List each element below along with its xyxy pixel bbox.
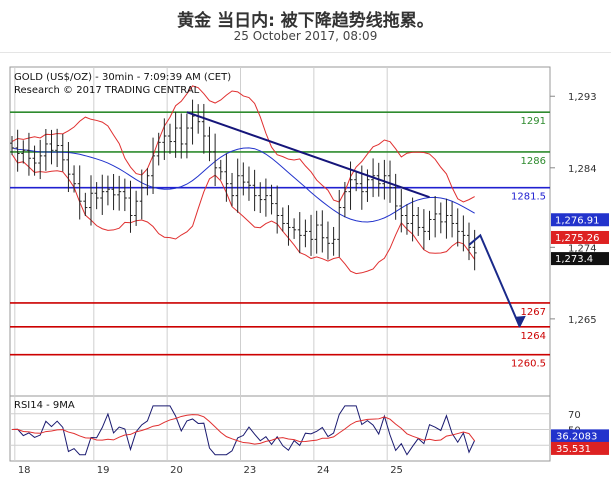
rsi-tag-label: 35.531: [556, 444, 591, 455]
forecast-path: [468, 233, 521, 328]
level-label: 1281.5: [511, 192, 546, 203]
rsi-line: [11, 405, 476, 456]
price-tag: [551, 230, 609, 244]
rsi-panel: 705030: [10, 405, 581, 456]
level-label: 1260.5: [511, 359, 546, 370]
rsi-tag: [551, 429, 609, 443]
support-resistance-levels: 1291 1286 1281.5 1267 1264 1260.5: [10, 111, 550, 370]
price-tag-label: 1,276.91: [555, 215, 600, 226]
time-tick-label: 24: [317, 465, 330, 476]
time-axis: 18 19 20 23 24 25: [18, 465, 403, 476]
price-tick-label: 1,274: [568, 243, 597, 254]
price-tag: [551, 213, 609, 227]
header-divider: [0, 52, 611, 53]
price-bars: [10, 99, 477, 271]
chart-header-line1: GOLD (US$/OZ) - 30min - 7:09:39 AM (CET): [14, 72, 231, 83]
rsi-tag-label: 36.2083: [556, 431, 597, 442]
rsi-tick: 70: [568, 410, 581, 421]
bollinger-bands: [11, 85, 476, 275]
rsi-ma-line: [11, 414, 476, 445]
level-label: 1267: [521, 307, 546, 318]
time-tick-label: 20: [170, 465, 183, 476]
level-label: 1286: [521, 156, 546, 167]
vertical-grid: [14, 67, 388, 461]
forecast-arrowhead: [514, 315, 526, 328]
level-label: 1291: [521, 116, 546, 127]
rsi-tag: [551, 441, 609, 455]
price-tag: [551, 252, 609, 266]
time-tick-label: 23: [244, 465, 257, 476]
price-tick-label: 1,284: [568, 164, 597, 175]
price-tags: 1,276.91 1,275.26 1,273.4 36.2083 35.531: [551, 213, 609, 455]
trend-line: [186, 111, 430, 199]
level-label: 1264: [521, 331, 546, 342]
time-tick-label: 18: [18, 465, 31, 476]
lower-band: [11, 154, 476, 275]
downtrend-line: [186, 111, 430, 199]
chart-frame: [9, 66, 551, 462]
page-date: 25 October 2017, 08:09: [233, 29, 378, 43]
chart-header-line2: Research © 2017 TRADING CENTRAL: [14, 85, 200, 96]
page-title: 黄金 当日内: 被下降趋势线拖累。: [177, 11, 434, 31]
price-tick-label: 1,293: [568, 92, 597, 103]
price-tag-label: 1,275.26: [555, 233, 600, 244]
rsi-label: RSI14 - 9MA: [14, 400, 75, 411]
price-tick-label: 1,265: [568, 315, 597, 326]
price-tag-label: 1,273.4: [555, 254, 593, 265]
price-axis: 1,293 1,284 1,274 1,265: [550, 92, 597, 326]
time-tick-label: 25: [390, 465, 403, 476]
forecast-arrow: [468, 233, 526, 328]
upper-band: [11, 85, 475, 203]
moving-average: [11, 147, 475, 223]
time-tick-label: 19: [97, 465, 110, 476]
